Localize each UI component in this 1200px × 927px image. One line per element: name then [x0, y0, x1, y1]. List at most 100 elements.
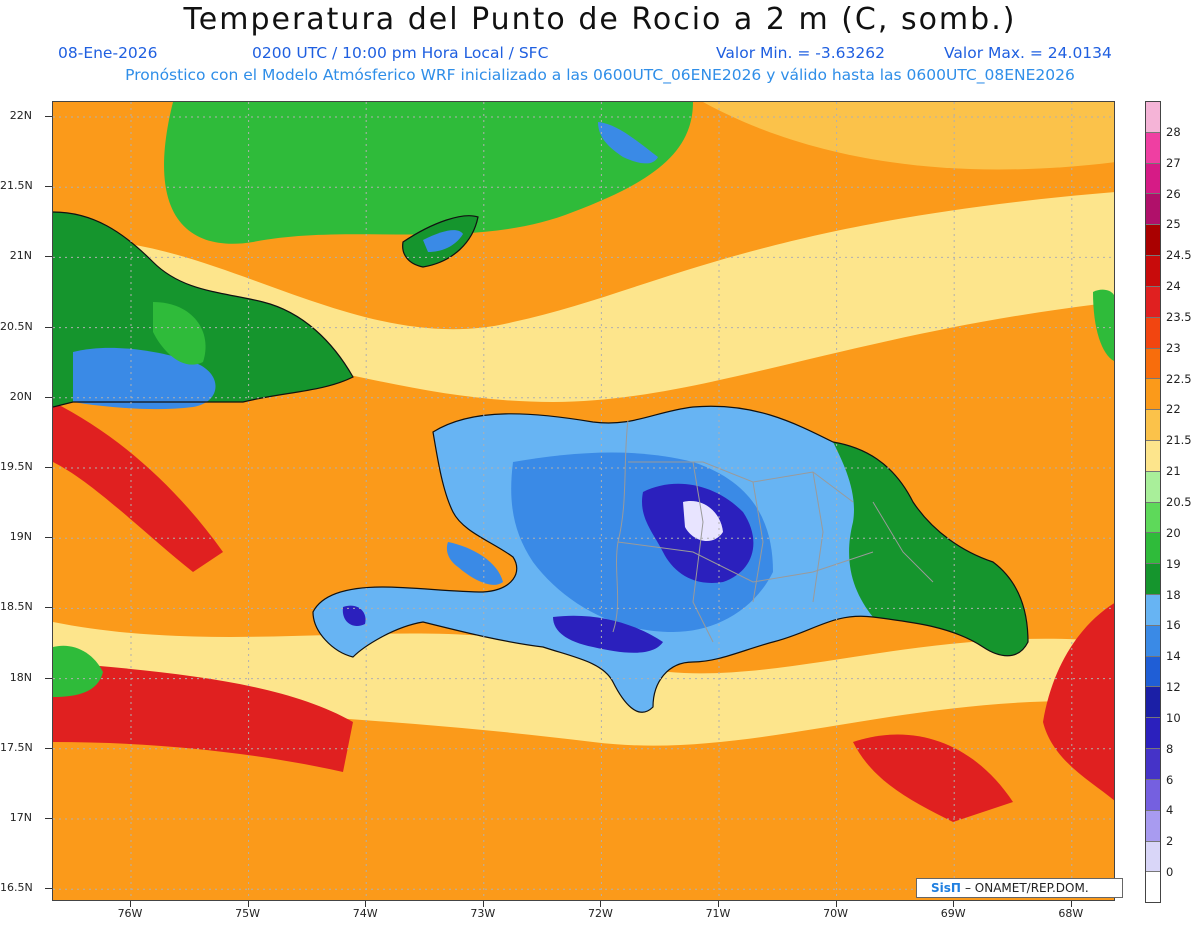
lat-tick — [45, 326, 52, 328]
colorbar-label: 2 — [1166, 834, 1174, 849]
colorbar-segment — [1146, 317, 1160, 349]
model-description: Pronóstico con el Modelo Atmósferico WRF… — [125, 66, 1075, 84]
colorbar-label: 19 — [1166, 556, 1181, 571]
puerto-rico-edge — [1093, 289, 1114, 361]
colorbar-segment — [1146, 502, 1160, 534]
lat-tick — [45, 607, 52, 609]
colorbar-label: 23.5 — [1166, 309, 1192, 324]
colorbar-label: 4 — [1166, 803, 1174, 818]
lat-label: 21.5N — [0, 179, 33, 193]
tiburon-peak — [342, 605, 366, 627]
colorbar-segment — [1146, 625, 1160, 657]
lon-label: 74W — [352, 907, 378, 920]
colorbar-segment — [1146, 779, 1160, 811]
sea-hot-southeast — [853, 734, 1013, 822]
lat-tick — [45, 396, 52, 398]
colorbar-segment — [1146, 595, 1160, 626]
colorbar-label: 8 — [1166, 741, 1174, 756]
lon-label: 70W — [823, 907, 849, 920]
sistpi-logo: SisΠ — [931, 881, 961, 895]
credit-text: – ONAMET/REP.DOM. — [964, 881, 1089, 895]
colorbar-segment — [1146, 841, 1160, 873]
colorbar-label: 0 — [1166, 865, 1174, 880]
province-line-2 — [617, 541, 874, 583]
province-line-5 — [812, 471, 824, 603]
colorbar-label: 27 — [1166, 155, 1181, 170]
lat-label: 21N — [9, 249, 32, 263]
colorbar-label: 12 — [1166, 680, 1181, 695]
max-value: Valor Max. = 24.0134 — [944, 44, 1112, 62]
colorbar-segment — [1146, 810, 1160, 842]
colorbar-segment — [1146, 286, 1160, 318]
lon-label: 76W — [117, 907, 143, 920]
lon-label: 75W — [235, 907, 261, 920]
cuba-blue-zone — [73, 347, 216, 410]
colorbar-segment — [1146, 348, 1160, 380]
colorbar-label: 16 — [1166, 618, 1181, 633]
lat-label: 20N — [9, 389, 32, 403]
forecast-time: 0200 UTC / 10:00 pm Hora Local / SFC — [252, 44, 549, 62]
lon-label: 72W — [587, 907, 613, 920]
sea-hot-west — [53, 402, 223, 572]
colorbar-label: 23 — [1166, 340, 1181, 355]
colorbar-segment — [1146, 471, 1160, 503]
colorbar-segment — [1146, 564, 1160, 595]
colorbar-label: 25 — [1166, 217, 1181, 232]
colorbar — [1145, 101, 1161, 903]
lat-tick — [45, 116, 52, 117]
hispaniola-coastline — [312, 405, 1029, 713]
lon-tick — [482, 901, 484, 907]
coastlines — [53, 211, 1029, 713]
lat-label: 17.5N — [0, 740, 33, 754]
colorbar-segment — [1146, 379, 1160, 411]
lat-label: 18.5N — [0, 600, 33, 614]
province-borders — [612, 419, 934, 643]
colorbar-segment — [1146, 132, 1160, 164]
caicos-island — [598, 122, 658, 164]
colorbar-label: 22.5 — [1166, 371, 1192, 386]
lat-tick — [45, 818, 52, 819]
lat-tick — [45, 537, 52, 539]
cuba-coastline — [53, 211, 354, 408]
lon-tick — [365, 901, 367, 907]
colorbar-segment — [1146, 749, 1160, 780]
lon-tick — [600, 901, 602, 907]
lat-lon-grid — [53, 102, 1114, 900]
sea-band-mild-north — [703, 102, 1114, 170]
lon-tick — [130, 901, 131, 907]
dewpoint-map — [52, 101, 1115, 901]
lon-label: 73W — [470, 907, 496, 920]
colorbar-label: 24.5 — [1166, 248, 1192, 263]
gonave-island — [446, 542, 503, 585]
lon-label: 71W — [705, 907, 731, 920]
colorbar-segment — [1146, 102, 1160, 133]
cuba-green-zone — [153, 302, 206, 365]
lon-tick — [953, 901, 955, 907]
lat-label: 18N — [9, 670, 32, 684]
lat-tick — [45, 186, 52, 188]
map-canvas — [53, 102, 1114, 900]
lat-tick — [45, 747, 52, 749]
lat-tick — [45, 888, 52, 890]
province-line-3 — [692, 461, 714, 643]
colorbar-label: 28 — [1166, 124, 1181, 139]
colorbar-label: 18 — [1166, 587, 1181, 602]
colorbar-segment — [1146, 163, 1160, 195]
jamaica-landmass — [53, 645, 103, 697]
inagua-blue — [423, 230, 463, 252]
lon-tick — [718, 901, 719, 907]
colorbar-label: 26 — [1166, 186, 1181, 201]
lat-label: 19.5N — [0, 460, 33, 473]
credit-box: SisΠ – ONAMET/REP.DOM. — [916, 878, 1123, 898]
southern-range — [553, 615, 663, 653]
colorbar-label: 20 — [1166, 525, 1181, 540]
lat-label: 17N — [9, 811, 32, 824]
colorbar-segment — [1146, 687, 1160, 719]
colorbar-label: 21 — [1166, 464, 1181, 479]
min-value: Valor Min. = -3.63262 — [716, 44, 885, 62]
lon-label: 68W — [1058, 907, 1084, 920]
lon-tick — [835, 901, 837, 907]
forecast-date: 08-Ene-2026 — [58, 44, 158, 62]
colorbar-label: 24 — [1166, 279, 1181, 294]
lon-label: 69W — [940, 907, 966, 920]
